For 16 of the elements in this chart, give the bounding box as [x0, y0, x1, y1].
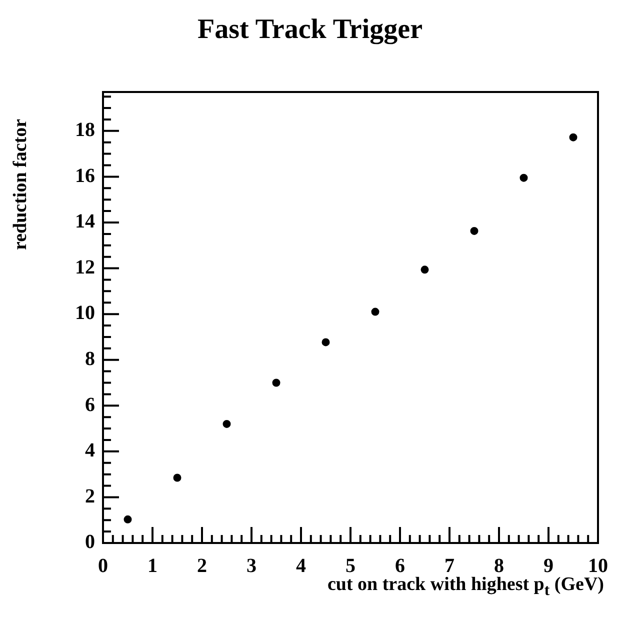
y-tick-label: 16	[75, 164, 95, 187]
y-tick-label: 2	[85, 485, 95, 508]
y-axis-title: reduction factor	[10, 118, 32, 250]
x-tick-label: 1	[148, 555, 158, 578]
y-tick-label: 6	[85, 394, 95, 416]
chart-title: Fast Track Trigger	[196, 14, 424, 46]
y-tick-label: 14	[75, 210, 95, 233]
x-tick-label: 3	[246, 555, 256, 578]
y-tick-label: 8	[85, 348, 95, 370]
y-tick-label: 4	[85, 440, 95, 462]
x-tick-label: 2	[197, 555, 207, 578]
y-tick-label: 12	[75, 256, 95, 278]
y-tick-label: 10	[75, 302, 95, 324]
y-tick-label: 0	[85, 531, 95, 554]
y-tick-label: 18	[75, 119, 95, 142]
x-tick-label: 4	[296, 555, 306, 578]
